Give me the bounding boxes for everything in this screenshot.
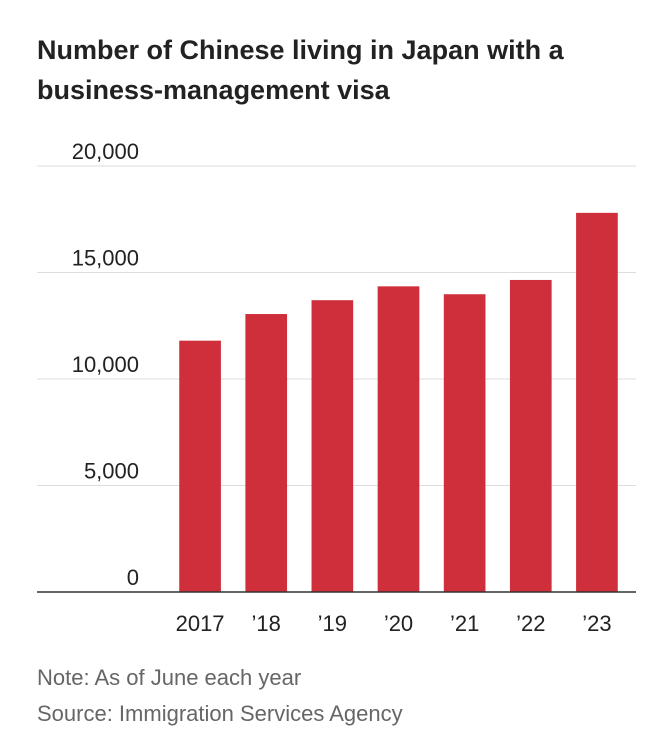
y-axis-tick-labels: 0 5,000 10,000 15,000 20,000 — [72, 139, 139, 590]
bar-2017 — [179, 340, 221, 592]
x-tick-label: ’18 — [252, 611, 281, 636]
x-tick-label: ’22 — [516, 611, 545, 636]
bar-chart: 0 5,000 10,000 15,000 20,000 2017 ’18 ’19 ’20 ’2… — [37, 139, 636, 636]
x-tick-label: 2017 — [176, 611, 225, 636]
y-tick-label: 20,000 — [72, 139, 139, 164]
bar-23 — [576, 212, 618, 593]
y-tick-label: 0 — [127, 565, 139, 590]
chart-note: Note: As of June each year — [37, 665, 302, 690]
x-axis-tick-labels: 2017 ’18 ’19 ’20 ’21 ’22 ’23 — [176, 611, 612, 636]
x-tick-label: ’19 — [318, 611, 347, 636]
y-tick-label: 10,000 — [72, 352, 139, 377]
bar-19 — [311, 300, 354, 592]
bar-21 — [443, 294, 486, 592]
x-tick-label: ’20 — [384, 611, 413, 636]
bar-18 — [245, 314, 288, 592]
x-tick-label: ’23 — [582, 611, 611, 636]
chart-title: Number of Chinese living in Japan with a… — [37, 35, 564, 105]
y-tick-label: 15,000 — [72, 246, 139, 271]
y-tick-label: 5,000 — [84, 459, 139, 484]
bars — [179, 212, 618, 593]
bar-20 — [377, 286, 420, 592]
bar-22 — [509, 279, 552, 592]
chart-source: Source: Immigration Services Agency — [37, 701, 403, 726]
x-tick-label: ’21 — [450, 611, 479, 636]
